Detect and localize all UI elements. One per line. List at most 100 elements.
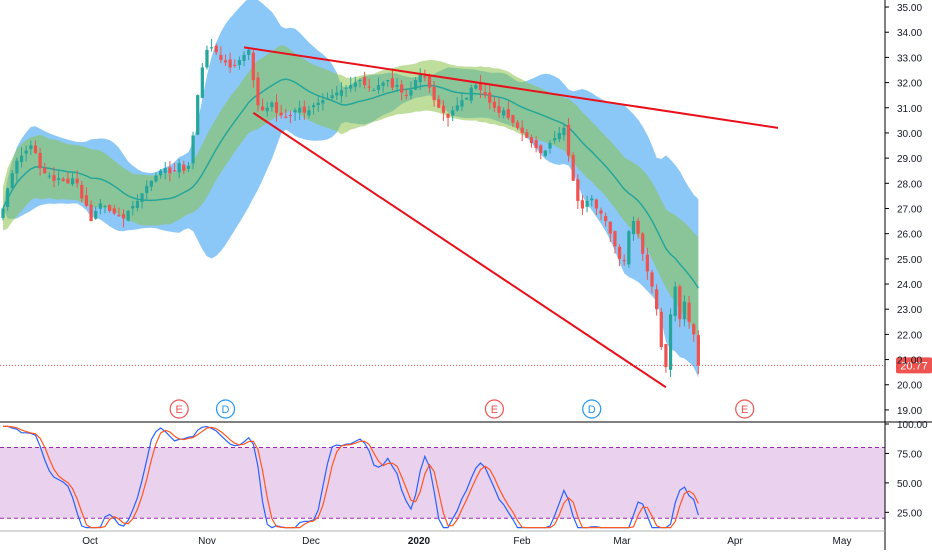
candle-body [182,164,186,171]
candle-body [668,314,673,370]
upper-trendline [243,46,779,129]
candle-body [502,110,506,116]
moving-average-line [2,78,699,289]
candle-body [622,260,626,262]
y-tick-label: 24.00 [897,280,922,291]
x-tick-label: Oct [82,536,98,547]
candle-body [38,152,42,169]
candle-body [557,132,561,140]
candle-body [233,64,237,66]
candle-body [687,302,691,322]
candle-body [186,165,191,169]
candle-body [488,92,492,103]
indicator-y-tick-label: 100.00 [897,420,928,431]
candle-body [659,311,663,347]
event-marker-e [169,399,189,419]
candle-body [316,102,320,106]
candle-body [298,107,302,113]
candle-body [325,97,330,100]
x-tick-label: Nov [198,536,216,547]
candle-body [367,86,371,88]
event-marker-label: E [491,404,498,416]
candle-body [566,124,571,156]
candle-body [409,90,413,96]
candle-body [47,175,51,177]
candle-body [1,208,5,219]
candle-body [302,106,306,113]
x-tick-label: Feb [513,536,531,547]
candle-body [103,205,107,207]
candle-body [372,90,376,92]
candle-body [172,170,177,172]
candle-body [6,188,10,207]
last-price-badge [896,357,932,374]
candle-body [506,109,510,118]
candle-body [390,78,395,88]
y-tick-label: 19.00 [897,406,922,417]
candle-body [655,289,659,310]
candle-body [386,80,390,82]
y-tick-label: 29.00 [897,154,922,165]
candle-body [474,85,478,89]
candle-body [89,204,93,222]
event-marker-label: E [175,404,182,416]
candle-body [311,105,316,108]
candle-body [594,199,598,209]
candle-body [66,178,70,184]
candle-body [497,106,501,113]
candle-body [650,272,654,287]
indicator-y-tick-label: 75.00 [897,449,922,460]
candle-body [585,200,589,207]
keltner-band [3,45,699,339]
event-marker-d [582,399,602,419]
candle-body [121,214,126,219]
candle-body [515,122,520,128]
candle-body [678,286,682,320]
candle-body [163,168,167,174]
y-tick-label: 27.00 [897,204,922,215]
candle-body [446,113,450,118]
candle-body [576,179,580,201]
candle-body [353,82,357,87]
y-tick-label: 26.00 [897,230,922,241]
candle-body [404,94,408,96]
candle-body [80,184,84,199]
indicator-y-tick-label: 50.00 [897,479,922,490]
candle-body [228,59,232,68]
y-tick-label: 30.00 [897,129,922,140]
candle-body [196,95,200,135]
candle-body [400,84,404,93]
candle-body [24,150,28,154]
candle-body [214,45,218,53]
y-tick-label: 34.00 [897,28,922,39]
candle-body [580,200,585,209]
candle-body [395,85,399,87]
candle-body [52,175,56,181]
candle-body [288,115,293,117]
candle-body [460,100,464,107]
candle-body [209,47,214,49]
y-tick-label: 31.00 [897,104,922,115]
event-marker-d [215,399,236,419]
event-marker-e [735,399,755,419]
candle-body [418,75,422,83]
x-tick-label: 2020 [408,536,431,547]
candle-body [423,76,427,78]
x-tick-label: Mar [613,536,631,547]
candle-body [349,85,353,89]
candle-body [177,163,181,173]
y-tick-label: 21.00 [897,356,922,367]
candle-body [358,80,362,82]
candle-body [10,173,14,188]
candle-body [362,77,367,86]
candle-body [432,86,436,101]
candle-body [608,221,612,234]
candle-body [145,185,149,193]
candle-body [307,110,311,116]
candle-body [520,127,524,133]
candle-body [205,49,209,68]
candle-body [149,180,153,187]
candle-body [265,107,269,112]
